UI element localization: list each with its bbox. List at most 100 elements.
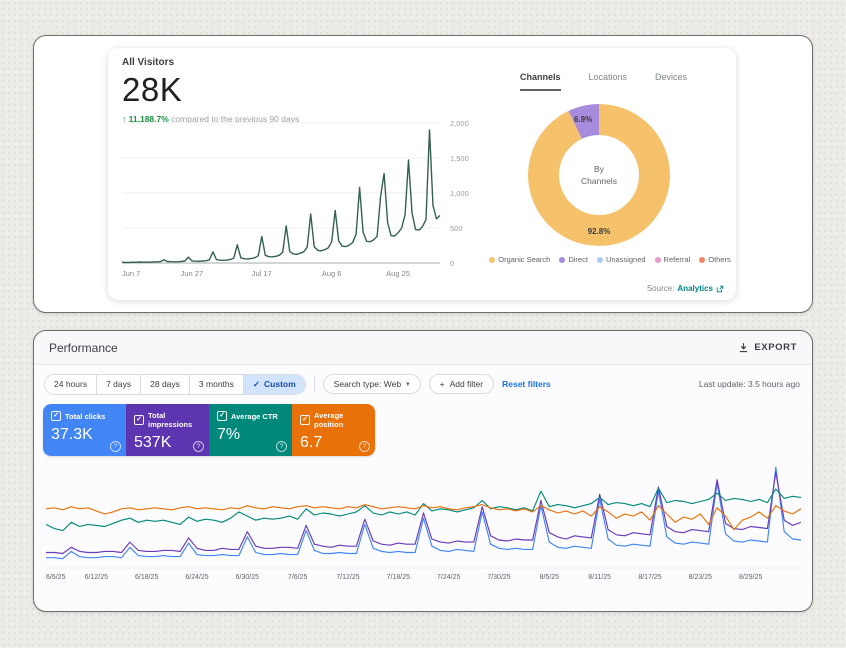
card-value: 7% [217, 426, 241, 443]
search-type-label: Search type: Web [333, 379, 402, 389]
reset-filters-link[interactable]: Reset filters [502, 379, 551, 389]
y-tick-label: 1,500 [450, 154, 469, 163]
help-icon[interactable]: ? [359, 441, 370, 452]
donut-legend: Organic Search Direct Unassigned Referral Ot… [486, 255, 734, 264]
series-line [46, 471, 801, 555]
export-button[interactable]: EXPORT [738, 342, 797, 353]
total-impressions-card[interactable]: ✓ Total impressions 537K ? [126, 404, 209, 456]
card-value: 6.7 [300, 434, 323, 451]
help-icon[interactable]: ? [276, 441, 287, 452]
x-tick-label: Aug 25 [386, 269, 410, 278]
x-tick-label: 8/5/25 [539, 574, 560, 581]
legend-dot-icon [654, 256, 661, 263]
x-tick-label: Jul 17 [251, 269, 272, 278]
add-filter-label: Add filter [449, 379, 484, 389]
visitors-value: 28K [122, 71, 183, 108]
help-icon[interactable]: ? [110, 441, 121, 452]
performance-panel: Performance EXPORT 24 hours 7 days 28 da… [33, 330, 813, 612]
visitors-panel: All Visitors 28K ↑ 11,188.7% compared to… [33, 35, 813, 313]
plus-icon: + [439, 379, 445, 389]
metric-cards: ✓ Total clicks 37.3K ? ✓ Total impressions… [43, 404, 375, 456]
card-label: Total impressions [148, 411, 193, 429]
source-line: Source: Analytics [647, 284, 724, 293]
legend-item: Organic Search [489, 255, 550, 264]
x-tick-label: Jun 27 [180, 269, 204, 278]
x-tick-label: 8/11/25 [588, 574, 612, 581]
source-prefix: Source: [646, 284, 675, 293]
y-tick-label: 0 [450, 259, 455, 268]
channels-donut-chart: By Channels 6.9% 92.8% [528, 104, 670, 246]
x-tick-label: 8/17/25 [638, 574, 662, 581]
checkbox-icon: ✓ [217, 411, 227, 421]
x-tick-label: 7/6/25 [287, 574, 308, 581]
export-label: EXPORT [754, 342, 797, 353]
x-tick-label: 6/30/25 [235, 574, 260, 581]
checkbox-icon: ✓ [300, 415, 310, 425]
range-28-days[interactable]: 28 days [141, 374, 190, 394]
x-tick-label: Jun 7 [122, 269, 141, 278]
x-tick-label: 8/23/25 [688, 574, 713, 581]
card-value: 537K [134, 434, 172, 451]
external-link-icon [716, 285, 724, 292]
legend-label: Referral [663, 255, 691, 264]
x-tick-label: 7/24/25 [436, 574, 461, 581]
x-tick-label: 8/29/25 [738, 574, 763, 581]
check-icon: ✓ [252, 378, 261, 389]
last-update-text: Last update: 3.5 hours ago [698, 379, 800, 389]
range-24-hours[interactable]: 24 hours [45, 374, 98, 394]
y-tick-label: 500 [450, 224, 463, 233]
analytics-link[interactable]: Analytics [677, 284, 713, 293]
date-range-segments: 24 hours 7 days 28 days 3 months ✓ Custo… [44, 373, 306, 395]
total-clicks-card[interactable]: ✓ Total clicks 37.3K ? [43, 404, 126, 456]
performance-line-chart [46, 459, 801, 569]
legend-label: Unassigned [605, 255, 646, 264]
donut-center-line1: By [594, 164, 604, 174]
range-3-months[interactable]: 3 months [190, 374, 244, 394]
card-value: 37.3K [51, 426, 93, 443]
performance-header: Performance EXPORT [34, 331, 812, 365]
legend-dot-icon [489, 256, 496, 263]
download-icon [740, 343, 748, 353]
tab-devices[interactable]: Devices [655, 72, 688, 82]
donut-center-line2: Channels [581, 176, 617, 186]
visitors-widget: All Visitors 28K ↑ 11,188.7% compared to… [108, 48, 736, 300]
visitors-series-line [122, 129, 440, 264]
x-tick-label: 6/6/25 [46, 574, 66, 581]
average-ctr-card[interactable]: ✓ Average CTR 7% ? [209, 404, 292, 456]
visitors-delta-percent: 11,188.7% [128, 114, 169, 124]
filter-bar: 24 hours 7 days 28 days 3 months ✓ Custo… [44, 373, 800, 395]
chevron-down-icon: ▾ [406, 381, 410, 388]
range-custom[interactable]: ✓ Custom [243, 374, 305, 394]
legend-item: Others [699, 255, 731, 264]
breakdown-tabs: Channels Locations Devices [520, 72, 687, 91]
legend-item: Unassigned [596, 255, 646, 264]
search-type-dropdown[interactable]: Search type: Web ▾ [322, 374, 421, 394]
range-custom-label: Custom [264, 379, 296, 389]
help-icon[interactable]: ? [193, 441, 204, 452]
legend-dot-icon [699, 256, 706, 263]
legend-item: Direct [559, 255, 588, 264]
range-7-days[interactable]: 7 days [97, 374, 142, 394]
legend-label: Direct [568, 255, 588, 264]
average-position-card[interactable]: ✓ Average position 6.7 ? [292, 404, 375, 456]
x-tick-label: 6/18/25 [134, 574, 159, 581]
add-filter-button[interactable]: + Add filter [428, 374, 495, 394]
legend-label: Organic Search [498, 255, 551, 264]
tab-locations[interactable]: Locations [588, 72, 628, 82]
x-tick-label: Aug 6 [321, 269, 342, 278]
legend-dot-icon [596, 256, 603, 263]
x-tick-label: 7/18/25 [386, 574, 411, 581]
donut-center-label: By Channels [559, 135, 639, 215]
series-line [46, 504, 801, 531]
donut-minor-percent: 6.9% [574, 115, 593, 124]
filter-divider [313, 376, 315, 392]
tab-channels[interactable]: Channels [520, 72, 561, 91]
legend-label: Others [708, 255, 731, 264]
visitors-x-axis: Jun 7 Jun 27 Jul 17 Aug 6 Aug 25 [122, 269, 440, 279]
visitors-delta: ↑ 11,188.7% compared to the previous 90 … [122, 114, 299, 124]
visitors-line-chart [122, 120, 440, 266]
series-line [46, 487, 801, 532]
x-tick-label: 7/30/25 [487, 574, 511, 581]
x-tick-label: 7/12/25 [336, 574, 360, 581]
